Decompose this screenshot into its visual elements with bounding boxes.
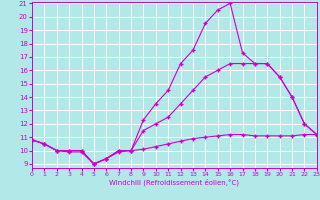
X-axis label: Windchill (Refroidissement éolien,°C): Windchill (Refroidissement éolien,°C) [109, 179, 239, 186]
